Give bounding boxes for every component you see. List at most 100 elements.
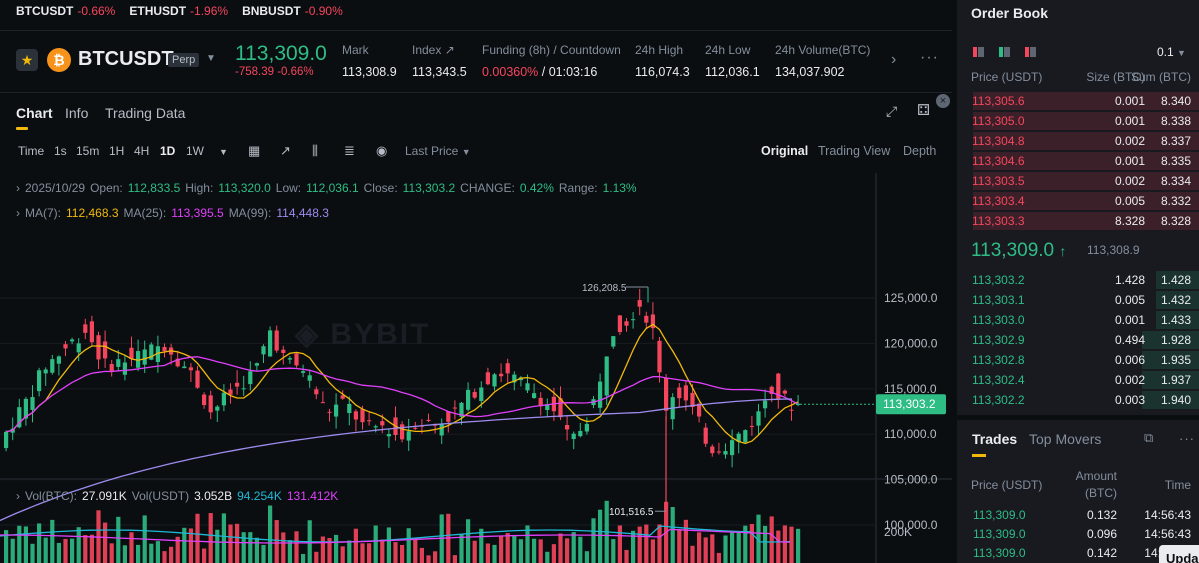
bid-row[interactable]: 113,302.9 0.494 1.928 [957,330,1199,350]
price-step-dropdown[interactable]: 0.1 ▼ [1157,45,1186,59]
calendar-icon[interactable]: ▦ [248,143,261,158]
tab-trades[interactable]: Trades [972,431,1018,447]
order-book-title: Order Book [971,5,1049,21]
interval-1h[interactable]: 1H [109,144,125,158]
ob-price: 113,303.1 [972,293,1025,307]
interval-15m[interactable]: 15m [76,144,100,158]
funding-rate: 0.00360% [482,65,539,79]
open-label: Open: [90,181,123,195]
candle-body [23,398,28,419]
popout-icon[interactable]: ⧉ [1144,430,1154,445]
bid-row[interactable]: 113,303.0 0.001 1.433 [957,310,1199,330]
pair-name[interactable]: BTCUSDT [78,48,174,70]
low-marker-label: 101,516.5 [609,507,654,518]
candle-body [763,400,768,409]
bid-row[interactable]: 113,303.1 0.005 1.432 [957,290,1199,310]
tab-trading-data[interactable]: Trading Data [105,105,186,121]
view-trading-view[interactable]: Trading View [818,144,891,158]
expand-icon[interactable]: ⤢ [886,103,898,119]
volume-bar [545,551,550,563]
chevron-down-icon[interactable]: ▼ [206,53,216,64]
stat-index-label[interactable]: Index ↗ [412,43,455,57]
candle-body [314,389,319,395]
layout-grid-icon[interactable]: ⚃ [917,102,931,119]
ask-row[interactable]: 113,304.8 0.002 8.337 [957,131,1199,151]
range-value: 1.13% [602,181,637,195]
volume-bar [558,533,563,563]
view-depth[interactable]: Depth [903,144,937,158]
more-icon[interactable]: ··· [920,49,939,66]
ma-chevron-icon[interactable]: › [16,206,20,220]
tab-info[interactable]: Info [65,105,89,121]
bid-row[interactable]: 113,302.4 0.002 1.937 [957,370,1199,390]
both-sides-icon[interactable] [973,47,985,57]
ask-row[interactable]: 113,305.0 0.001 8.338 [957,111,1199,131]
ticker-item-bnb[interactable]: BNBUSDT -0.90% [242,4,343,18]
depth-bar [973,112,1199,130]
ticker-symbol: BNBUSDT [242,4,301,18]
favorite-star-icon[interactable]: ★ [16,49,38,71]
volume-bar [320,536,325,563]
chevron-right-icon[interactable]: › [891,51,897,68]
indicator-icon[interactable]: ≣ [344,143,355,158]
candle-body [644,315,649,323]
low-value: 112,036.1 [306,181,359,195]
volume-bar [294,531,299,563]
volume-bar [347,540,352,563]
candle-body [743,430,748,443]
candle-body [479,387,484,401]
candle-body [710,446,715,454]
interval-1d[interactable]: 1D [160,144,176,158]
candle-body [650,314,655,329]
volume-bar [83,535,88,563]
interval-dropdown-icon[interactable]: ▼ [219,147,228,157]
tab-top-movers[interactable]: Top Movers [1029,431,1102,447]
interval-1w[interactable]: 1W [186,144,204,158]
volume-bar [56,542,61,563]
ob-price: 113,303.0 [972,313,1025,327]
candlestick-chart[interactable]: 125,000.0 120,000.0 115,000.0 110,000.0 105,… [0,173,952,563]
update-button[interactable]: Upda [1159,545,1199,563]
trade-amount: 0.132 [1086,508,1117,522]
candle-body [175,358,180,367]
ticker-item-eth[interactable]: ETHUSDT -1.96% [129,4,228,18]
price-type-dropdown[interactable]: Last Price ▼ [405,144,471,158]
volume-ma-line-b [0,528,791,544]
ask-row[interactable]: 113,303.4 0.005 8.332 [957,191,1199,211]
ticker-item-btc[interactable]: BTCUSDT -0.66% [16,4,115,18]
tab-chart[interactable]: Chart [16,105,53,121]
asks-only-icon[interactable] [1025,47,1037,57]
bid-row[interactable]: 113,302.8 0.006 1.935 [957,350,1199,370]
settings-icon[interactable]: ◉ [376,143,388,158]
trades-header-amount-unit: (BTC) [1085,486,1117,500]
candle-body [571,433,576,440]
volume-bar [393,542,398,563]
volume-bar [703,537,708,563]
bid-row[interactable]: 113,302.2 0.003 1.940 [957,390,1199,410]
ohlc-chevron-icon[interactable]: › [16,181,20,195]
candle-body [631,319,636,321]
bid-row[interactable]: 113,303.2 1.428 1.428 [957,270,1199,290]
trade-amount: 0.142 [1086,546,1117,560]
candle-body [320,402,325,404]
candle-body [83,324,88,333]
change-label: CHANGE: [460,181,515,195]
interval-4h[interactable]: 4H [134,144,150,158]
stat-funding-label: Funding (8h) / Countdown [482,43,621,57]
volume-bar [301,553,306,563]
candle-body [268,330,273,357]
interval-1s[interactable]: 1s [54,144,67,158]
close-icon[interactable]: × [936,94,950,108]
candlestick-icon[interactable]: ⫼ [312,143,318,158]
ask-row[interactable]: 113,303.5 0.002 8.334 [957,171,1199,191]
interval-time[interactable]: Time [18,144,45,158]
ask-row[interactable]: 113,304.6 0.001 8.335 [957,151,1199,171]
ask-row[interactable]: 113,305.6 0.001 8.340 [957,91,1199,111]
view-original[interactable]: Original [761,144,809,158]
volume-bar [281,532,286,563]
vol-chevron-icon[interactable]: › [16,489,20,503]
more-icon[interactable]: ··· [1179,431,1195,446]
bids-only-icon[interactable] [999,47,1011,57]
ask-row[interactable]: 113,303.3 8.328 8.328 [957,211,1199,231]
line-chart-icon[interactable]: ↗ [280,143,291,158]
